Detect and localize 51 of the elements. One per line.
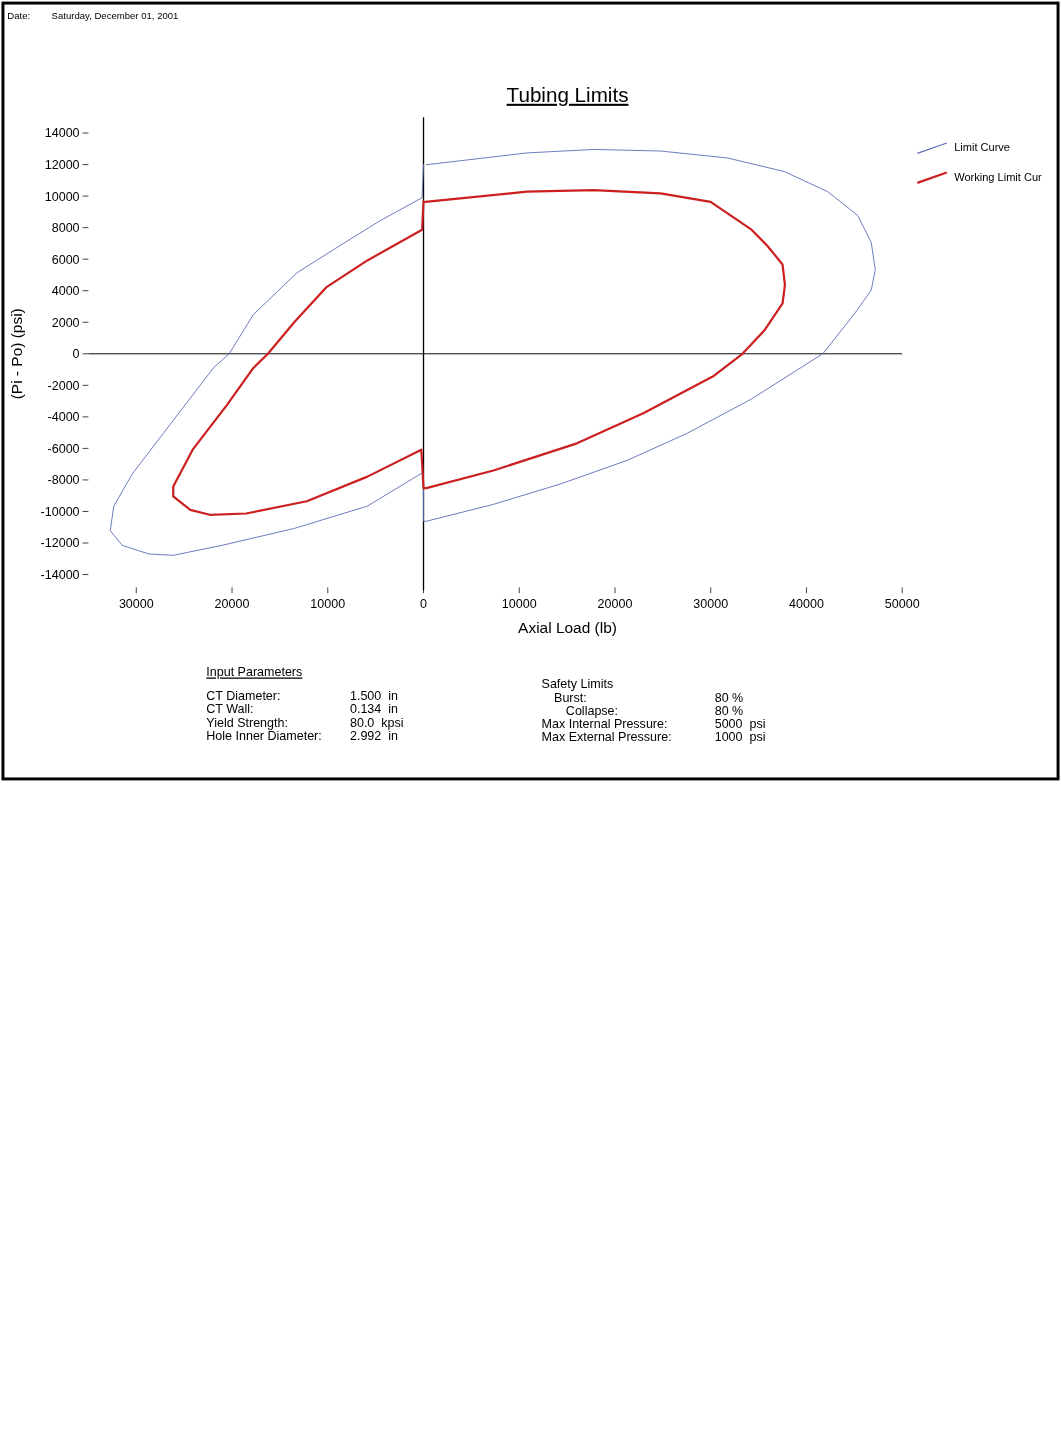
y-tick-label: 10000	[44, 189, 80, 204]
y-tick-label: -12000	[40, 536, 80, 551]
y-tick-label: -2000	[47, 378, 80, 393]
x-tick-label: 10000	[310, 596, 346, 611]
y-tick-label: -4000	[47, 410, 80, 425]
y-tick-label: 14000	[44, 126, 80, 141]
chart-title: Tubing Limits	[506, 82, 629, 106]
line-series	[109, 149, 876, 556]
text: Max External Pressure:	[541, 730, 672, 745]
x-tick-label: 40000	[789, 596, 824, 611]
y-tick-label: 2000	[51, 315, 80, 330]
x-axis-title: Axial Load (lb)	[518, 619, 617, 637]
text: Hole Inner Diameter:	[206, 728, 322, 743]
y-tick-label: 12000	[44, 158, 80, 172]
x-tick-label: 30000	[693, 596, 729, 611]
x-tick-label: 30000	[118, 596, 154, 611]
text: Yield Strength:	[206, 715, 288, 730]
y-tick-label: 4000	[51, 284, 80, 299]
text: 0.134 in	[349, 702, 399, 717]
y-axis-title: (Pi - Po) (psi)	[8, 308, 26, 400]
line-series	[172, 189, 787, 516]
legend-label: Working Limit Cur	[954, 170, 1043, 183]
x-tick-label: 50000	[884, 596, 920, 611]
y-tick-label: 8000	[51, 221, 80, 236]
y-tick-label: 0	[72, 347, 80, 362]
text: Collapse:	[565, 703, 619, 718]
text: 80.0 kpsi	[349, 715, 404, 730]
y-tick-label: -8000	[47, 473, 80, 488]
y-tick-label: -10000	[40, 504, 80, 519]
x-tick-label: 0	[420, 596, 428, 611]
text: 1000 psi	[714, 730, 766, 745]
text: Max Internal Pressure:	[541, 717, 668, 732]
x-tick-label: 20000	[214, 596, 250, 611]
text: Saturday, December 01, 2001	[51, 10, 179, 22]
y-tick-label: -6000	[47, 441, 80, 456]
x-tick-label: 20000	[597, 596, 633, 611]
text: 5000 psi	[714, 717, 766, 732]
y-tick-label: -14000	[40, 567, 80, 582]
text: 80 %	[714, 703, 744, 718]
text: Input Parameters	[206, 665, 303, 680]
x-tick-label: 10000	[501, 596, 537, 611]
text: 1.500 in	[349, 689, 399, 704]
text: CT Diameter:	[206, 689, 281, 704]
y-tick-label: 6000	[51, 252, 80, 267]
text: 80 %	[714, 690, 744, 705]
text: 2.992 in	[349, 728, 399, 743]
text: Burst:	[554, 690, 587, 705]
legend-label: Limit Curve	[954, 141, 1011, 154]
text: CT Wall:	[206, 702, 254, 717]
text: Date:	[7, 10, 31, 22]
text: Safety Limits	[541, 677, 614, 692]
